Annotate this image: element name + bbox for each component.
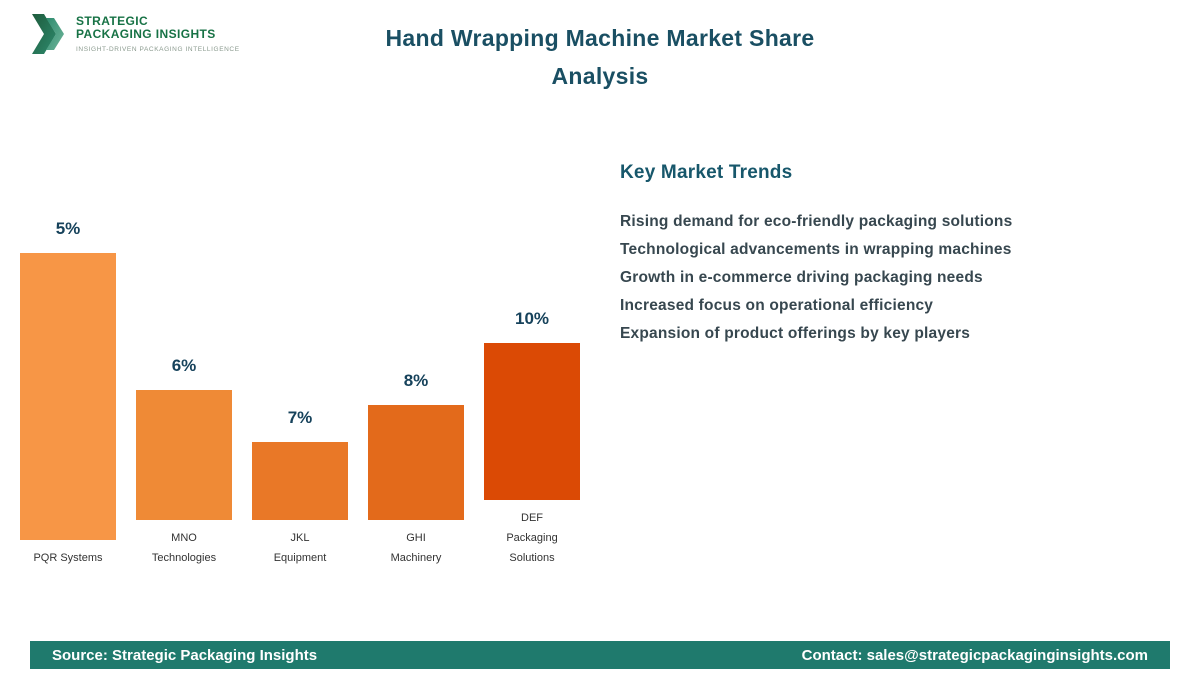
footer-contact: Contact: sales@strategicpackaginginsight… [801,646,1148,664]
bar-category-label: JKL Equipment [273,532,327,564]
bar-group: 5% PQR Systems [20,216,116,568]
bar-group: 10% DEF Packaging Solutions [484,176,580,568]
bar-category-label: MNO Technologies [151,532,217,564]
bar-category-label: GHI Machinery [390,532,442,564]
page-title-line2: Analysis [551,62,649,89]
brand-logo-text: STRATEGIC PACKAGING INSIGHTS INSIGHT-DRI… [76,15,240,53]
bar-value-label: 5% [55,219,81,238]
trend-item: Expansion of product offerings by key pl… [620,325,971,342]
trend-item: Growth in e-commerce driving packaging n… [620,269,983,286]
page-title: Hand Wrapping Machine Market Share Analy… [0,0,1200,96]
trends-list: Rising demand for eco-friendly packaging… [620,208,1180,348]
trends-heading: Key Market Trends [620,162,793,183]
brand-tagline: INSIGHT-DRIVEN PACKAGING INTELLIGENCE [76,45,240,53]
footer-bar: Source: Strategic Packaging Insights Con… [30,641,1170,669]
trends-section: Key Market Trends Rising demand for eco-… [620,100,1180,568]
trend-item: Increased focus on operational efficienc… [620,297,934,314]
brand-name-line1: STRATEGIC [76,14,149,29]
bar-group: 8% GHI Machinery [368,196,464,568]
bar-category-label: DEF Packaging Solutions [506,512,558,564]
header: STRATEGIC PACKAGING INSIGHTS INSIGHT-DRI… [0,0,1200,100]
bar-value-label: 7% [287,408,313,427]
bar-value-label: 8% [403,371,429,390]
trend-item: Rising demand for eco-friendly packaging… [620,213,1013,230]
bar [252,442,348,520]
brand-logo: STRATEGIC PACKAGING INSIGHTS INSIGHT-DRI… [30,12,240,56]
bar-group: 6% MNO Technologies [136,196,232,568]
bar-chart: 5% PQR Systems 6% MNO Technologies 7% JKL Equip… [20,176,620,568]
page-title-line1: Hand Wrapping Machine Market Share [385,25,815,51]
bar-group: 7% JKL Equipment [252,196,348,568]
bar [20,253,116,540]
bar [136,390,232,520]
bar [368,405,464,520]
brand-name-line2: PACKAGING INSIGHTS [76,27,216,42]
bar-value-label: 6% [171,356,197,375]
chevron-logo-icon [32,14,64,54]
chart-section: 5% PQR Systems 6% MNO Technologies 7% JKL Equip… [0,100,620,568]
bar-value-label: 10% [514,309,550,328]
bar-category-label: PQR Systems [33,552,103,564]
trend-item: Technological advancements in wrapping m… [620,241,1012,258]
main-content: 5% PQR Systems 6% MNO Technologies 7% JKL Equip… [0,100,1200,568]
bar [484,343,580,500]
footer-source: Source: Strategic Packaging Insights [52,646,318,664]
